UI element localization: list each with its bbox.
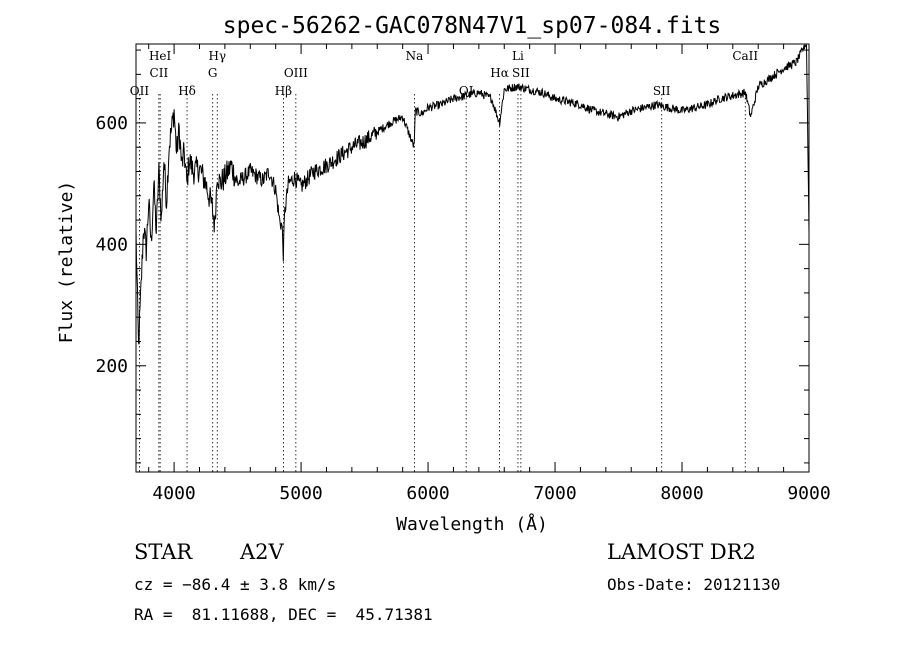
x-tick-label: 9000 bbox=[787, 483, 830, 504]
y-tick-label: 400 bbox=[95, 234, 128, 255]
line-marker-label: HeI bbox=[149, 49, 172, 63]
x-axis: 4000 5000 6000 7000 8000 9000 bbox=[148, 44, 831, 504]
redshift-cz: cz = −86.4 ± 3.8 km/s bbox=[134, 575, 337, 594]
y-axis-label: Flux (relative) bbox=[56, 181, 77, 344]
x-tick-label: 6000 bbox=[406, 483, 449, 504]
x-tick-label: 5000 bbox=[279, 483, 322, 504]
line-marker-label: OIII bbox=[284, 66, 308, 80]
y-axis: 200 400 600 bbox=[95, 49, 809, 464]
line-marker-label: CII bbox=[150, 66, 169, 80]
spectrum-series bbox=[135, 43, 810, 345]
obs-date: Obs-Date: 20121130 bbox=[607, 575, 781, 594]
line-marker-label: G bbox=[208, 66, 218, 80]
line-marker-label: CaII bbox=[732, 49, 758, 63]
object-class: STAR bbox=[134, 540, 193, 564]
line-marker-label: Li bbox=[512, 49, 524, 63]
y-tick-label: 200 bbox=[95, 356, 128, 377]
line-marker-label: Hδ bbox=[178, 84, 196, 98]
line-marker-label: Hβ bbox=[275, 84, 292, 98]
x-axis-label: Wavelength (Å) bbox=[396, 513, 548, 535]
spectrum-line bbox=[135, 43, 810, 345]
subclass: A2V bbox=[240, 540, 284, 564]
line-marker-label: SII bbox=[653, 84, 671, 98]
survey-name: LAMOST DR2 bbox=[607, 540, 756, 564]
x-tick-label: 8000 bbox=[660, 483, 703, 504]
plot-frame bbox=[135, 43, 810, 473]
line-marker-label: Hα bbox=[490, 66, 509, 80]
line-marker-label: Na bbox=[406, 49, 424, 63]
x-tick-label: 7000 bbox=[533, 483, 576, 504]
x-tick-label: 4000 bbox=[152, 483, 195, 504]
coordinates: RA = 81.11688, DEC = 45.71381 bbox=[134, 605, 433, 624]
line-marker-label: Hγ bbox=[208, 49, 226, 63]
y-tick-label: 600 bbox=[95, 113, 128, 134]
line-marker-label: SII bbox=[512, 66, 530, 80]
chart-title: spec-56262-GAC078N47V1_sp07-084.fits bbox=[223, 13, 722, 39]
line-marker-label: OII bbox=[130, 84, 150, 98]
